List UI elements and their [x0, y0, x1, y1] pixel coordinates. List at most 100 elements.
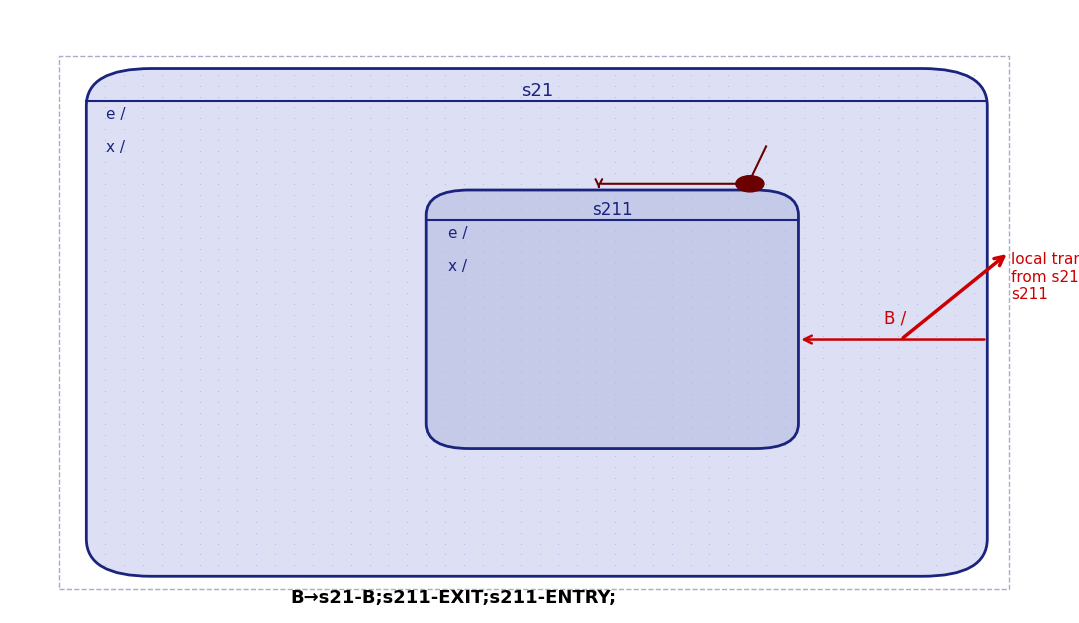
Point — [852, 135, 870, 145]
Point — [475, 135, 492, 145]
Point — [890, 298, 907, 308]
Point — [626, 222, 643, 232]
Point — [682, 193, 699, 202]
Point — [285, 102, 302, 112]
Point — [890, 102, 907, 112]
Point — [360, 484, 379, 494]
Point — [115, 320, 133, 330]
Point — [569, 244, 586, 254]
Point — [248, 222, 265, 232]
Point — [324, 419, 341, 429]
Point — [513, 222, 530, 232]
Point — [833, 495, 850, 505]
Point — [757, 364, 775, 374]
Point — [871, 310, 888, 320]
Point — [720, 291, 737, 301]
Point — [191, 517, 208, 527]
Point — [115, 222, 133, 232]
Point — [550, 484, 568, 494]
Point — [852, 266, 870, 276]
Point — [626, 378, 643, 388]
Point — [191, 343, 208, 353]
Point — [682, 422, 699, 432]
Point — [342, 549, 359, 559]
Point — [852, 288, 870, 298]
Point — [531, 549, 548, 559]
Point — [550, 528, 568, 538]
Point — [966, 222, 983, 232]
Point — [437, 386, 454, 396]
Point — [97, 102, 114, 112]
Point — [644, 124, 661, 134]
Point — [701, 432, 719, 442]
Point — [493, 386, 510, 396]
Point — [267, 81, 284, 91]
Point — [267, 124, 284, 134]
Point — [97, 440, 114, 450]
Point — [173, 419, 190, 429]
Point — [777, 266, 794, 276]
Point — [153, 233, 170, 243]
Point — [191, 375, 208, 385]
Point — [229, 561, 246, 571]
Point — [644, 495, 661, 505]
Point — [946, 277, 964, 287]
Point — [493, 211, 510, 221]
Point — [342, 484, 359, 494]
Point — [795, 549, 812, 559]
Point — [475, 462, 492, 472]
Point — [115, 375, 133, 385]
Point — [134, 364, 151, 374]
Point — [399, 517, 416, 527]
Point — [626, 244, 643, 254]
Point — [173, 343, 190, 353]
Point — [588, 135, 605, 145]
Point — [890, 92, 907, 102]
Point — [966, 451, 983, 461]
Point — [475, 70, 492, 80]
Point — [815, 233, 832, 243]
Point — [531, 484, 548, 494]
Point — [928, 222, 945, 232]
Point — [153, 135, 170, 145]
Point — [606, 462, 624, 472]
Point — [513, 189, 530, 199]
Point — [285, 430, 302, 440]
Point — [739, 364, 756, 374]
Point — [682, 367, 699, 377]
Point — [475, 419, 492, 429]
Point — [606, 364, 624, 374]
Point — [380, 168, 397, 178]
Point — [324, 146, 341, 156]
Point — [455, 193, 473, 202]
Point — [588, 430, 605, 440]
Point — [304, 343, 322, 353]
Point — [739, 269, 756, 279]
Point — [833, 353, 850, 363]
Point — [380, 331, 397, 341]
Point — [946, 386, 964, 396]
Point — [267, 462, 284, 472]
Point — [531, 280, 548, 290]
Point — [360, 430, 379, 440]
Point — [436, 335, 454, 345]
Point — [324, 201, 341, 211]
Point — [606, 375, 624, 385]
Circle shape — [736, 176, 764, 192]
Point — [380, 430, 397, 440]
Point — [191, 430, 208, 440]
Point — [342, 266, 359, 276]
Point — [833, 244, 850, 254]
Point — [739, 389, 756, 399]
Point — [757, 277, 775, 287]
Point — [777, 193, 794, 202]
Point — [134, 528, 151, 538]
Point — [191, 288, 208, 298]
Point — [285, 113, 302, 123]
Point — [437, 201, 454, 211]
Point — [304, 113, 322, 123]
Point — [815, 506, 832, 516]
Point — [475, 397, 492, 407]
Point — [493, 258, 510, 268]
Point — [267, 407, 284, 417]
